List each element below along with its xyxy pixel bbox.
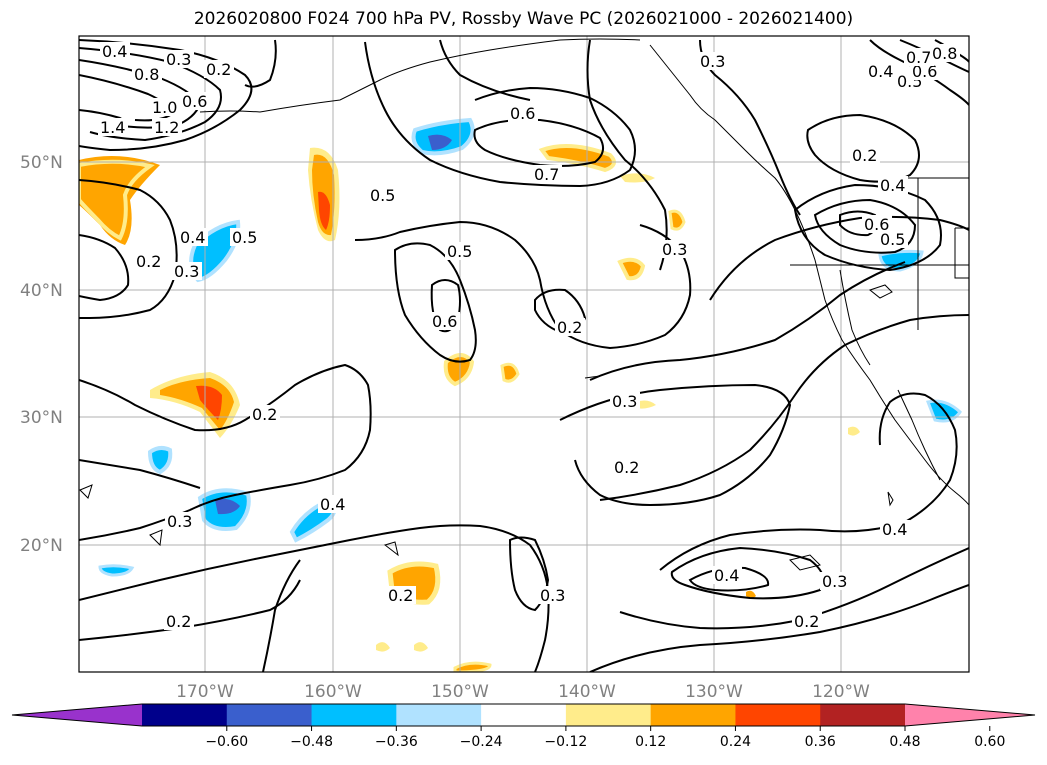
contour-label: 0.3 [167,512,192,531]
colorbar-tick-label: 0.24 [720,734,751,750]
colorbar-segment [905,704,1035,726]
colorbar-tick-label: −0.12 [544,734,587,750]
contour-label: 0.2 [557,318,582,337]
map-title: 2026020800 F024 700 hPa PV, Rossby Wave … [193,9,854,29]
contour-label: 0.4 [868,62,893,81]
contour-label: 0.7 [534,165,559,184]
contour-label: 0.4 [180,228,205,247]
contour-label: 0.5 [370,186,395,205]
shading-layer [79,117,962,672]
contour-label: 0.2 [852,146,877,165]
contour-label: 0.2 [388,586,413,605]
contour-label: 0.2 [794,612,819,631]
contour-label: 0.3 [540,586,565,605]
lat-label-30n: 30°N [20,408,63,428]
colorbar-tick-label: 0.36 [805,734,836,750]
contour-label: 1.0 [152,98,177,117]
contour-label: 0.3 [166,50,191,69]
colorbar-segment [226,704,313,726]
contour-label-group: 0.4 0.3 0.2 0.8 0.6 1.0 1.2 1.4 0.2 0.3 … [98,42,960,631]
contour-label: 0.6 [510,104,535,123]
contour-label: 0.7 [906,48,931,67]
contour-label: 1.2 [154,118,179,137]
contour-label: 0.6 [864,215,889,234]
colorbar-segment [311,704,397,726]
lat-label-50n: 50°N [20,153,63,173]
colorbar-segment [820,704,906,726]
contour-label: 0.5 [447,242,472,261]
lat-label-40n: 40°N [20,281,63,301]
contour-label: 0.2 [166,612,191,631]
colorbar-tick-label: 0.12 [635,734,666,750]
contour-label: 0.3 [174,262,199,281]
contour-label: 0.8 [932,44,957,63]
lon-label-130w: 130°W [685,682,743,702]
contour-label: 0.6 [912,62,937,81]
map-panel [79,36,969,672]
colorbar-segment [481,704,567,726]
contour-label: 0.3 [822,572,847,591]
contour-label: 0.8 [134,65,159,84]
contour-label: 0.2 [136,252,161,271]
contour-label: 0.4 [102,42,127,61]
colorbar-tick-label: −0.24 [460,734,503,750]
colorbar-segment [142,704,228,726]
contour-label: 0.4 [882,520,907,539]
colorbar-tick-label: 0.60 [974,734,1005,750]
lon-label-160w: 160°W [304,682,362,702]
colorbar-tick-label: −0.48 [290,734,333,750]
contour-label: 0.4 [320,495,345,514]
colorbar-segment [12,704,142,726]
lon-label-170w: 170°W [176,682,234,702]
colorbar-segment [735,704,821,726]
colorbar-tick-label: −0.36 [375,734,418,750]
contour-label: 0.6 [432,312,457,331]
contour-label: 0.3 [662,240,687,259]
contour-label: 0.4 [880,176,905,195]
contour-label: 0.5 [232,228,257,247]
contour-label: 0.5 [880,230,905,249]
lon-label-120w: 120°W [812,682,870,702]
contour-label: 1.4 [100,118,125,137]
contour-label: 0.2 [206,60,231,79]
colorbar: −0.60 −0.48 −0.36 −0.24 −0.12 0.12 0.24 0.36 0.4… [11,703,1036,750]
pv-contours [79,39,969,672]
lon-label-150w: 150°W [431,682,489,702]
colorbar-outline [11,703,1036,727]
contour-label: 0.3 [700,52,725,71]
colorbar-segment [650,704,736,726]
lat-label-20n: 20°N [20,536,63,556]
contour-label: 0.2 [252,405,277,424]
contour-label: 0.4 [714,566,739,585]
map-frame [78,35,970,673]
lon-label-140w: 140°W [558,682,616,702]
colorbar-segment [565,704,652,726]
contour-label: 0.6 [182,92,207,111]
colorbar-segment [396,704,482,726]
contour-label: 0.2 [614,458,639,477]
colorbar-tick-label: 0.48 [889,734,920,750]
contour-label: 0.3 [612,392,637,411]
colorbar-tick-label: −0.60 [205,734,248,750]
